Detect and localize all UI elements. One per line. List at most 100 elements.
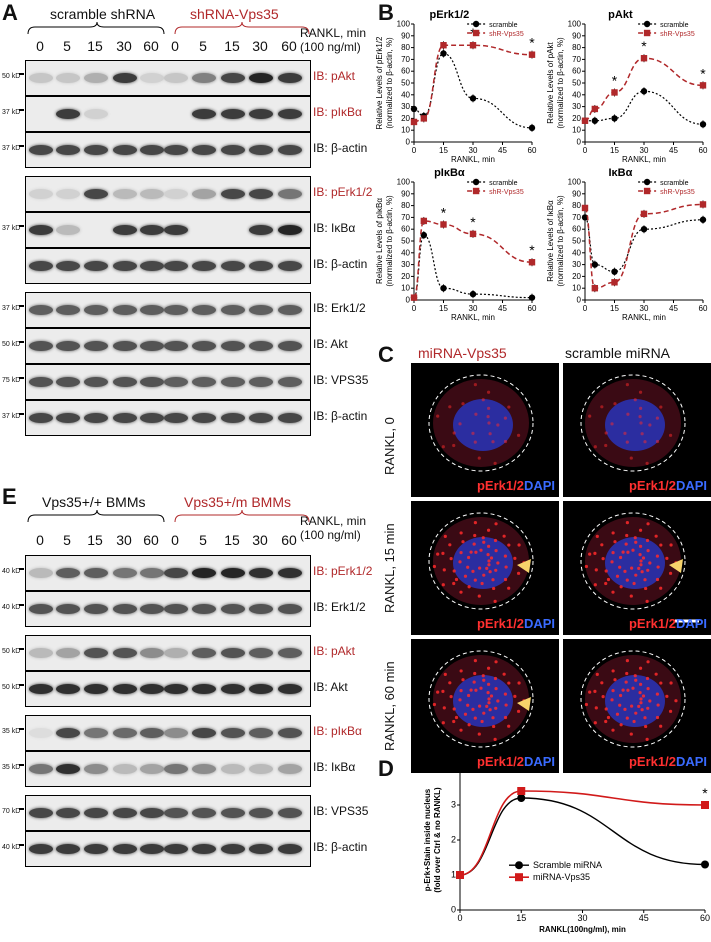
stain-dot [461,678,465,682]
kd-tick [19,728,24,730]
stain-dot [472,680,476,684]
panel-a-letter: A [2,0,18,25]
stain-dot [594,568,598,572]
panel-c-letter: C [378,342,394,367]
y-tick-label: 60 [572,225,581,234]
stain-dot [473,383,477,387]
y-tick-label: 2 [451,835,456,845]
blot-band [249,684,273,694]
y-tick-label: 4 [451,765,456,775]
blot-band [164,764,188,774]
stain-dot [634,540,638,544]
stain-dot [477,456,481,460]
kd-tick [19,808,24,810]
y-tick-label: 100 [397,20,411,29]
stain-dot [474,688,478,692]
stain-dot [467,585,471,589]
blot-band [221,684,245,694]
stain-blue-label: DAPI [523,616,555,631]
kd-marker: 37 kD [2,145,21,152]
arrowhead-icon [517,559,531,573]
blot-band [164,261,188,271]
data-point [611,89,618,96]
blot-band [192,73,216,83]
micrograph: pErk1/2DAPI [410,638,560,774]
data-point [469,95,477,102]
kd-tick [19,341,24,343]
y-axis-label: (normalized to β-actin, %) [556,37,565,129]
blot-band [29,604,53,614]
stain-dot [494,522,498,526]
y-tick-label: 10 [572,284,581,293]
blot-band [140,764,164,774]
blot-label: IB: pAkt [313,69,356,83]
blot-band [56,341,80,351]
stain-dot [472,542,476,546]
blot-band [113,648,137,658]
stain-dot [493,538,498,543]
y-tick-label: 70 [401,55,410,64]
stain-dot [625,521,629,525]
chart-group: 0 10 20 30 40 50 60 70 80 90 100 0 15 30 45 60 RANKL, mi… [546,9,708,164]
stain-dot [619,555,623,560]
stain-dot [459,531,463,535]
x-axis-label: RANKL, min [622,155,666,164]
blot-band [278,413,302,423]
blot-label: IB: pErk1/2 [313,185,373,199]
blot-band [278,728,302,738]
y-tick-label: 80 [401,201,410,210]
stain-dot [517,543,521,547]
stain-dot [600,543,604,547]
cell-outline [428,650,534,748]
stain-dot [448,543,452,547]
blot-band [113,808,137,818]
blot-label: IB: Akt [313,680,348,694]
x-tick-label: 30 [640,146,649,155]
blot-band [140,145,164,155]
x-tick-label: 60 [699,304,708,313]
blot-band [221,413,245,423]
cell-image [580,374,686,472]
blot-band [278,305,302,315]
x-axis-label: RANKL(100ng/ml), min [539,925,626,934]
blot-band [29,73,53,83]
blot-band [164,728,188,738]
stain-dot [634,678,638,682]
y-tick-label: 60 [401,67,410,76]
stain-dot [452,719,456,724]
lane-label: 0 [36,532,44,548]
blot-label: IB: β-actin [313,409,368,423]
y-tick-label: 40 [572,90,581,99]
blot-label: IB: IκBα [313,760,356,774]
stain-dot [625,533,629,538]
y-tick-label: 60 [572,67,581,76]
series-line [584,90,704,125]
stain-dot [467,555,471,560]
stain-dot [626,550,630,554]
x-tick-label: 45 [669,304,678,313]
blot-band [29,261,53,271]
kd-marker: 37 kD [2,413,21,420]
panel-d-chart: 0 1 2 3 4 0 15 30 45 60 RANKL(100ng/ml), min p-Erk+… [423,765,710,935]
blot-band [192,764,216,774]
kd-tick [19,648,24,650]
blot-band [164,808,188,818]
blot-band [278,341,302,351]
y-tick-label: 20 [572,114,581,123]
blot-band [84,189,108,199]
lane-label: 60 [143,38,159,54]
blot-band [164,189,188,199]
stain-dot [441,689,445,694]
stain-dot [631,548,635,552]
chart-group: 0 10 20 30 40 50 60 70 80 90 100 0 15 30 45 60 RANKL, mi… [375,9,537,164]
blot-band [56,648,80,658]
blot-band [164,844,188,854]
blot-band [278,73,302,83]
x-tick-label: 0 [583,146,588,155]
cell-outline [580,512,686,610]
data-point [469,290,477,298]
x-axis-label: RANKL, min [451,155,495,164]
blot-band [84,808,108,818]
blot-strip [25,292,311,328]
x-tick-label: 30 [469,304,478,313]
